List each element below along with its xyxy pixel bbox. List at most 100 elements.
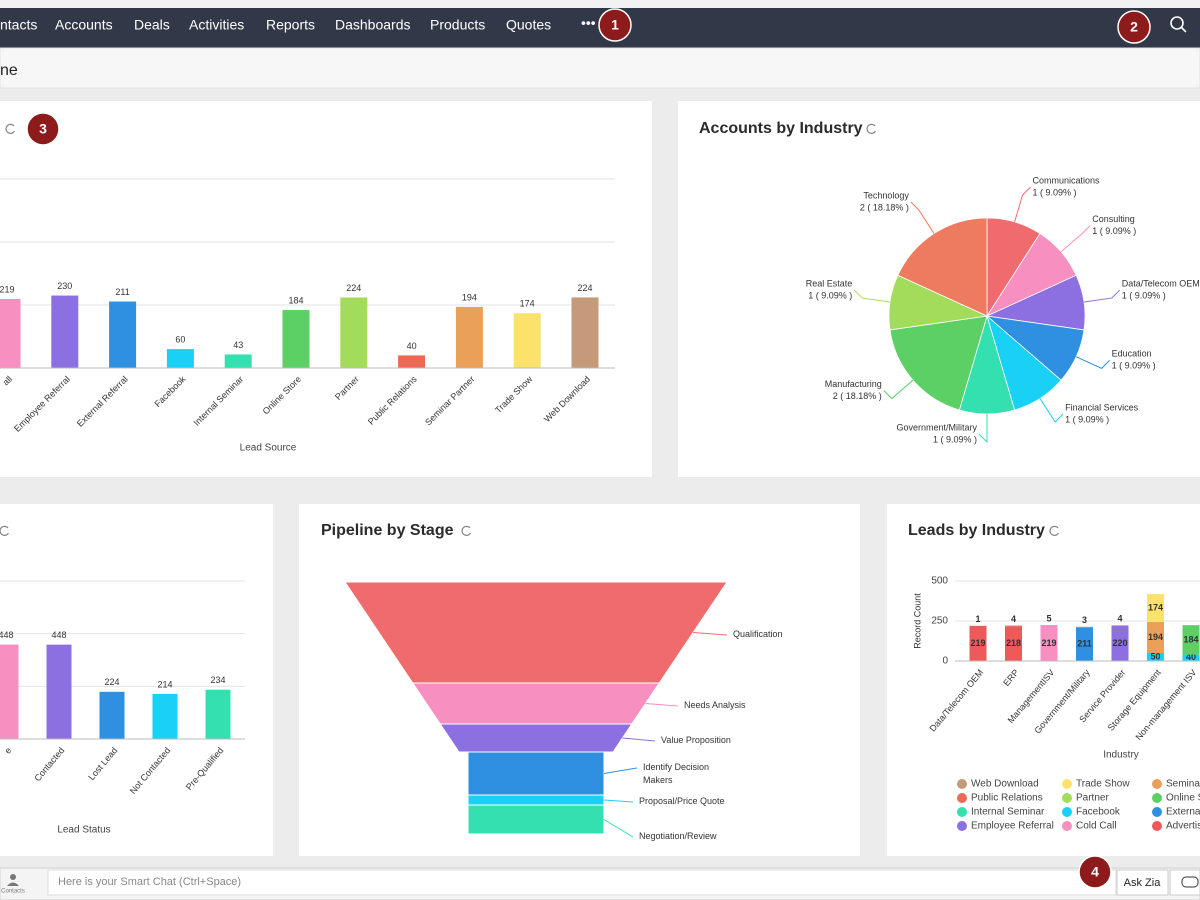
legend-label[interactable]: Advertis — [1166, 821, 1200, 832]
search-circle — [1170, 16, 1184, 30]
ask-zia-button[interactable] — [1116, 869, 1169, 896]
legend-swatch — [1152, 779, 1162, 789]
legend-label[interactable]: Online Store — [1166, 793, 1200, 804]
nav-item[interactable]: Accounts — [55, 17, 113, 33]
nav-more[interactable]: ••• — [581, 15, 596, 31]
nav-item[interactable]: Quotes — [506, 17, 551, 33]
text-line: Value Proposition — [661, 735, 731, 745]
legend-label[interactable]: Public Relations — [971, 793, 1043, 804]
refresh-icon[interactable] — [5, 123, 16, 134]
page-title: ne — [0, 62, 18, 79]
game-button[interactable] — [1169, 869, 1200, 896]
text-line: Makers — [643, 775, 673, 785]
legend-label[interactable]: Partner — [1076, 793, 1109, 804]
pie-value-label: 1 ( 9.09% ) — [1122, 290, 1166, 300]
contacts-label: Contacts — [1, 889, 25, 895]
bar — [282, 310, 310, 368]
pie-value-label: 1 ( 9.09% ) — [1032, 187, 1076, 197]
text-line: Proposal/Price Quote — [639, 796, 725, 806]
nav-item[interactable]: Activities — [189, 17, 244, 33]
funnel-label: Proposal/Price Quote — [639, 796, 725, 806]
data-label: 50 — [1150, 651, 1160, 661]
legend-label[interactable]: Web Download — [971, 779, 1039, 790]
badge — [1117, 10, 1151, 44]
data-label: 219 — [970, 638, 985, 648]
bar — [109, 301, 137, 368]
data-label: 224 — [577, 283, 592, 293]
leader-line — [883, 379, 914, 400]
contacts-button[interactable] — [7, 874, 19, 886]
nav-item[interactable]: ntacts — [0, 17, 37, 33]
text-line: Negotiation/Review — [639, 831, 717, 841]
pie-label: Communications — [1032, 175, 1100, 185]
bar-segment — [1076, 627, 1093, 661]
nav-item[interactable]: Products — [430, 17, 485, 33]
legend-label[interactable]: External I — [1166, 807, 1200, 818]
pie-label: Real Estate — [806, 278, 853, 288]
data-label: 194 — [462, 292, 477, 302]
data-label: 448 — [51, 630, 66, 640]
refresh-icon[interactable] — [461, 525, 472, 536]
bar — [166, 349, 194, 368]
data-label: 5 — [1046, 614, 1051, 624]
data-label: 220 — [1112, 638, 1127, 648]
leader-line — [1083, 289, 1121, 303]
refresh-icon[interactable] — [0, 525, 10, 536]
pie-label: Consulting — [1092, 214, 1135, 224]
data-label: 60 — [175, 334, 185, 344]
legend-label[interactable]: Facebook — [1076, 807, 1121, 818]
legend-label[interactable]: Seminar — [1166, 779, 1200, 790]
funnel-segment — [467, 804, 605, 835]
bar-segment — [1182, 625, 1200, 655]
bar — [224, 354, 252, 368]
chat-input[interactable] — [47, 869, 1117, 896]
search-icon[interactable] — [1170, 16, 1187, 33]
leader-line — [1014, 186, 1031, 223]
x-axis-title: Industry — [1103, 750, 1139, 761]
bar-segment — [1147, 621, 1164, 653]
legend-label[interactable]: Cold Call — [1076, 821, 1117, 832]
data-label: 3 — [1082, 615, 1087, 625]
leader-line — [603, 767, 638, 774]
bar-segment — [1005, 625, 1022, 627]
bar-segment — [1005, 626, 1022, 661]
ask-zia-label: Ask Zia — [1124, 877, 1162, 889]
data-label: 219 — [0, 284, 15, 294]
nav-item[interactable]: Reports — [266, 17, 315, 33]
legend-swatch — [957, 807, 967, 817]
panel-title: Leads by Industry — [908, 522, 1045, 539]
pie-label: Manufacturing — [825, 379, 882, 389]
pie-label: Data/Telecom OEM — [1122, 278, 1200, 288]
refresh-icon[interactable] — [1049, 525, 1060, 536]
bar — [51, 295, 79, 368]
bar — [455, 306, 483, 368]
data-label: 230 — [57, 281, 72, 291]
data-label: 218 — [1006, 638, 1021, 648]
bar-segment — [1182, 654, 1200, 661]
pie-value-label: 1 ( 9.09% ) — [808, 290, 852, 300]
search-handle — [1180, 26, 1187, 33]
nav-item[interactable]: Deals — [134, 17, 170, 33]
person-head — [10, 874, 16, 880]
legend-label[interactable]: Employee Referral — [971, 821, 1054, 832]
bar-segment — [969, 625, 987, 661]
funnel-segment — [467, 751, 605, 796]
refresh-icons — [0, 123, 1060, 536]
leader-line — [853, 289, 891, 303]
leader-line — [910, 201, 935, 234]
pie-value-label: 1 ( 9.09% ) — [1065, 414, 1109, 424]
data-label: 214 — [157, 679, 172, 689]
data-label: 40 — [1186, 652, 1196, 662]
funnel-label: Needs Analysis — [684, 700, 746, 710]
legend-label[interactable]: Trade Show — [1076, 779, 1130, 790]
y-axis-title: Record Count — [912, 593, 922, 649]
nav-item[interactable]: Dashboards — [335, 17, 411, 33]
bar-segment — [1040, 625, 1058, 626]
badge-number: 4 — [1091, 864, 1099, 880]
pie-value-label: 1 ( 9.09% ) — [933, 434, 977, 444]
data-label: 224 — [346, 283, 361, 293]
legend-label[interactable]: Internal Seminar — [971, 807, 1045, 818]
sub-header — [0, 47, 1200, 89]
refresh-icon[interactable] — [866, 123, 877, 134]
bar — [398, 355, 426, 368]
